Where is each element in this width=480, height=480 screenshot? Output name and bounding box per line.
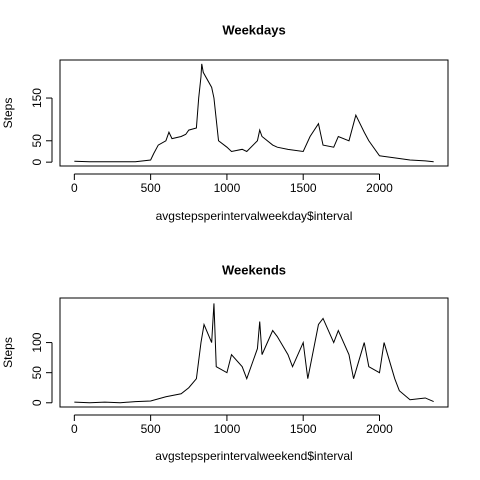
plot-box [59, 59, 449, 167]
chart-title: Weekends [222, 262, 286, 277]
x-tick-label: 1500 [290, 181, 317, 195]
x-tick-label: 2000 [366, 181, 393, 195]
x-tick-label: 500 [141, 181, 161, 195]
data-line [74, 303, 434, 404]
plot-box [59, 297, 449, 408]
y-tick-label: 100 [30, 332, 44, 352]
x-axis-label: avgstepsperintervalweekday$interval [156, 209, 353, 223]
x-tick-label: 0 [71, 181, 78, 195]
y-axis-label: Steps [1, 337, 15, 368]
y-tick-label: 0 [30, 158, 44, 165]
x-axis-label: avgstepsperintervalweekend$interval [155, 449, 352, 463]
data-line [74, 63, 434, 163]
x-tick-label: 2000 [366, 422, 393, 436]
y-tick-label: 50 [30, 134, 44, 148]
y-tick-label: 50 [30, 366, 44, 380]
y-tick-label: 150 [30, 88, 44, 108]
x-tick-label: 1000 [214, 422, 241, 436]
x-tick-label: 500 [141, 422, 161, 436]
x-tick-label: 1500 [290, 422, 317, 436]
x-tick-label: 0 [71, 422, 78, 436]
chart-title: Weekdays [222, 22, 285, 37]
x-tick-label: 1000 [214, 181, 241, 195]
y-axis-label: Steps [1, 98, 15, 129]
y-tick-label: 0 [30, 399, 44, 406]
